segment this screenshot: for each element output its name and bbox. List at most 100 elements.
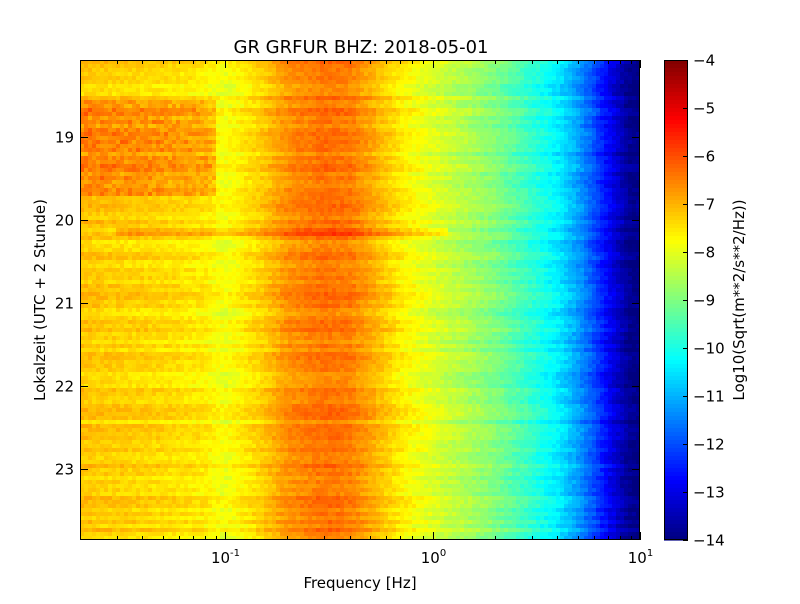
heatmap-cell <box>292 72 296 76</box>
heatmap-cell <box>144 128 148 132</box>
heatmap-cell <box>556 68 560 72</box>
heatmap-cell <box>372 88 376 92</box>
heatmap-cell <box>452 112 456 116</box>
heatmap-cell <box>112 168 116 172</box>
heatmap-cell <box>320 152 324 156</box>
heatmap-cell <box>436 76 440 80</box>
heatmap-cell <box>608 196 612 200</box>
heatmap-cell <box>624 136 628 140</box>
heatmap-cell <box>244 112 248 116</box>
heatmap-cell <box>124 72 128 76</box>
heatmap-cell <box>280 156 284 160</box>
heatmap-cell <box>336 184 340 188</box>
heatmap-cell <box>324 88 328 92</box>
heatmap-cell <box>228 144 232 148</box>
heatmap-cell <box>200 188 204 192</box>
heatmap-cell <box>596 136 600 140</box>
heatmap-cell <box>312 136 316 140</box>
heatmap-cell <box>596 172 600 176</box>
heatmap-cell <box>244 180 248 184</box>
heatmap-cell <box>360 192 364 196</box>
heatmap-cell <box>276 200 280 204</box>
heatmap-cell <box>496 108 500 112</box>
heatmap-cell <box>360 152 364 156</box>
heatmap-cell <box>176 120 180 124</box>
heatmap-cell <box>564 76 568 80</box>
heatmap-cell <box>356 152 360 156</box>
heatmap-cell <box>104 60 108 64</box>
heatmap-cell <box>100 116 104 120</box>
heatmap-cell <box>180 60 184 64</box>
heatmap-cell <box>276 168 280 172</box>
heatmap-cell <box>412 124 416 128</box>
heatmap-cell <box>200 168 204 172</box>
heatmap-cell <box>408 148 412 152</box>
heatmap-cell <box>168 116 172 120</box>
heatmap-cell <box>216 148 220 152</box>
heatmap-cell <box>168 148 172 152</box>
heatmap-cell <box>564 96 568 100</box>
heatmap-cell <box>208 80 212 84</box>
heatmap-cell <box>88 76 92 80</box>
heatmap-cell <box>472 172 476 176</box>
heatmap-cell <box>580 176 584 180</box>
heatmap-cell <box>404 84 408 88</box>
heatmap-cell <box>292 132 296 136</box>
heatmap-cell <box>540 92 544 96</box>
heatmap-cell <box>412 64 416 68</box>
heatmap-cell <box>560 148 564 152</box>
heatmap-cell <box>604 160 608 164</box>
heatmap-cell <box>168 196 172 200</box>
heatmap-cell <box>296 144 300 148</box>
heatmap-cell <box>288 196 292 200</box>
heatmap-cell <box>312 60 316 64</box>
heatmap-cell <box>320 84 324 88</box>
heatmap-cell <box>552 116 556 120</box>
heatmap-cell <box>204 144 208 148</box>
heatmap-cell <box>272 172 276 176</box>
heatmap-cell <box>408 156 412 160</box>
heatmap-cell <box>84 132 88 136</box>
heatmap-cell <box>264 136 268 140</box>
heatmap-cell <box>428 132 432 136</box>
heatmap-cell <box>492 84 496 88</box>
heatmap-cell <box>188 120 192 124</box>
heatmap-cell <box>120 104 124 108</box>
heatmap-cell <box>220 120 224 124</box>
heatmap-cell <box>432 140 436 144</box>
heatmap-cell <box>556 92 560 96</box>
heatmap-cell <box>384 148 388 152</box>
heatmap-cell <box>224 96 228 100</box>
heatmap-cell <box>80 140 84 144</box>
heatmap-cell <box>216 168 220 172</box>
heatmap-cell <box>352 176 356 180</box>
heatmap-cell <box>96 124 100 128</box>
heatmap-cell <box>552 156 556 160</box>
heatmap-cell <box>472 88 476 92</box>
heatmap-cell <box>244 200 248 204</box>
heatmap-cell <box>308 144 312 148</box>
heatmap-cell <box>216 68 220 72</box>
heatmap-cell <box>464 132 468 136</box>
heatmap-cell <box>444 100 448 104</box>
heatmap-cell <box>244 104 248 108</box>
heatmap-cell <box>168 112 172 116</box>
heatmap-cell <box>436 60 440 64</box>
heatmap-cell <box>120 80 124 84</box>
heatmap-cell <box>436 152 440 156</box>
heatmap-cell <box>564 196 568 200</box>
heatmap-cell <box>408 184 412 188</box>
heatmap-cell <box>328 60 332 64</box>
heatmap-cell <box>576 72 580 76</box>
heatmap-cell <box>308 168 312 172</box>
heatmap-cell <box>144 152 148 156</box>
heatmap-cell <box>324 128 328 132</box>
heatmap-cell <box>200 84 204 88</box>
heatmap-cell <box>588 144 592 148</box>
heatmap-cell <box>344 152 348 156</box>
heatmap-cell <box>308 60 312 64</box>
heatmap-cell <box>100 164 104 168</box>
heatmap-cell <box>580 148 584 152</box>
heatmap-cell <box>128 192 132 196</box>
heatmap-cell <box>272 176 276 180</box>
